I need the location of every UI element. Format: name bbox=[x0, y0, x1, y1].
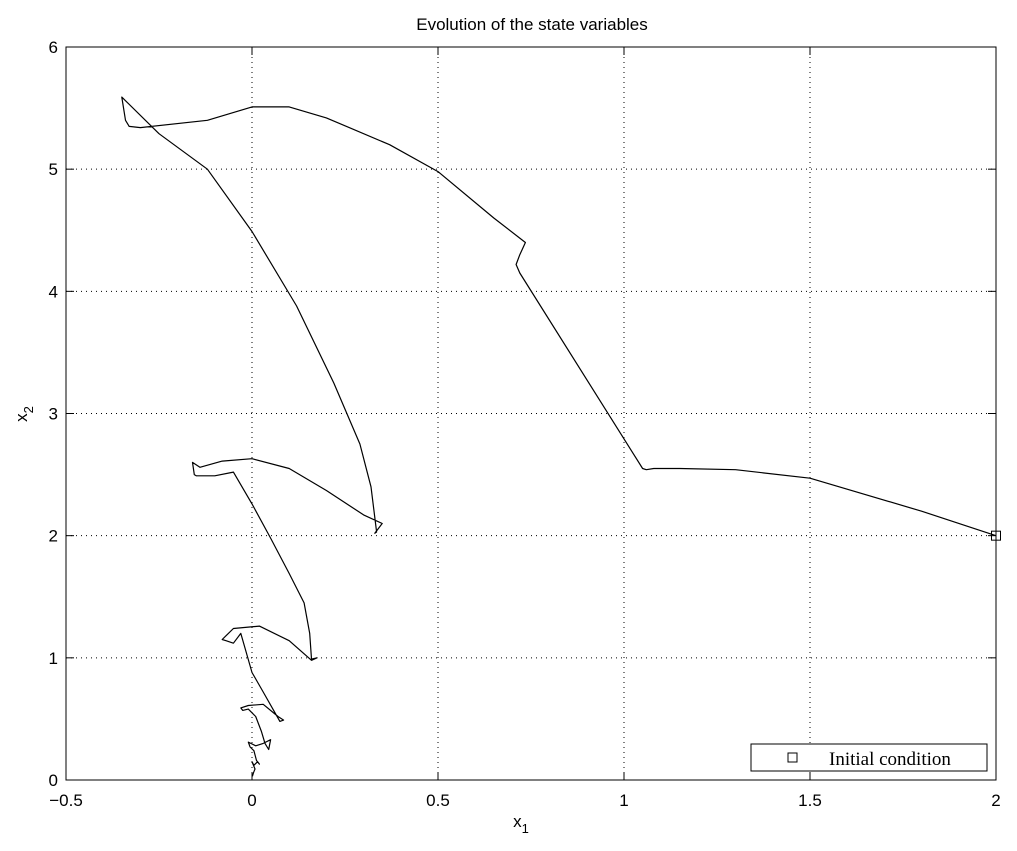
axis-ticks bbox=[65, 46, 997, 781]
legend: Initial condition bbox=[750, 743, 988, 772]
y-axis-label-main: x bbox=[12, 413, 31, 422]
x-axis-label: x1 bbox=[513, 812, 529, 836]
x-axis-label-main: x bbox=[513, 812, 522, 831]
legend-box bbox=[750, 743, 988, 772]
initial-condition-marker-layer bbox=[991, 530, 1001, 541]
chart-title: Evolution of the state variables bbox=[416, 15, 648, 34]
x-tick-label: −0.5 bbox=[49, 791, 83, 810]
x-tick-labels: −0.5 0 0.5 1 1.5 2 bbox=[49, 791, 1001, 810]
trajectory-layer bbox=[121, 96, 997, 777]
y-tick-label: 5 bbox=[49, 160, 58, 179]
legend-label: Initial condition bbox=[829, 749, 951, 770]
trajectory-line bbox=[121, 96, 997, 777]
legend-square-icon bbox=[787, 752, 798, 763]
y-tick-labels: 0 1 2 3 4 5 6 bbox=[49, 38, 58, 790]
grid bbox=[66, 47, 996, 780]
x-tick-label: 1.5 bbox=[798, 791, 822, 810]
x-tick-label: 0.5 bbox=[426, 791, 450, 810]
x-tick-label: 0 bbox=[247, 791, 256, 810]
y-tick-label: 0 bbox=[49, 771, 58, 790]
y-tick-label: 2 bbox=[49, 527, 58, 546]
x-tick-label: 2 bbox=[991, 791, 1000, 810]
y-tick-label: 3 bbox=[49, 405, 58, 424]
x-tick-label: 1 bbox=[619, 791, 628, 810]
y-tick-label: 4 bbox=[49, 282, 58, 301]
initial-condition-marker bbox=[991, 530, 1001, 541]
y-tick-label: 6 bbox=[49, 38, 58, 57]
x-axis-label-subscript: 1 bbox=[522, 821, 529, 836]
y-axis-label-subscript: 2 bbox=[21, 406, 36, 413]
y-tick-label: 1 bbox=[49, 649, 58, 668]
y-axis-label: x2 bbox=[12, 406, 36, 422]
